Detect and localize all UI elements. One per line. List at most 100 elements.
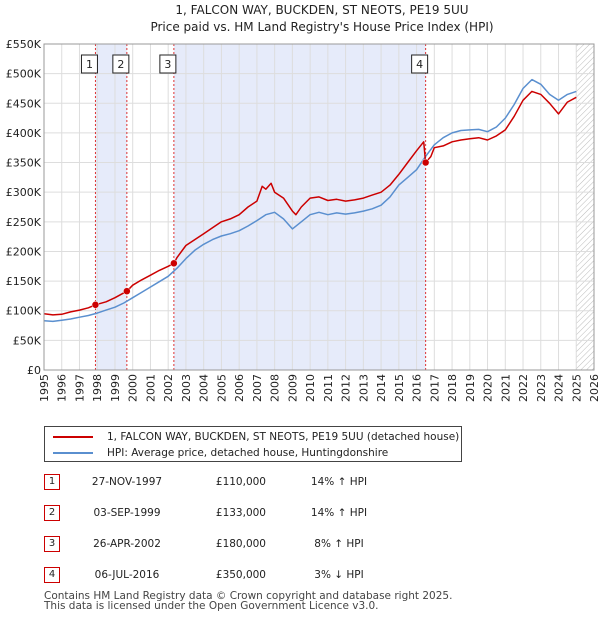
series-line [44,78,577,323]
sale-label-box [80,54,98,74]
chart-subtitle: Price paid vs. HM Land Registry's House … [150,20,493,34]
series [44,78,577,323]
transaction-number: 4 [44,567,60,583]
transaction-price: £350,000 [215,569,266,581]
transaction-hpi-diff: 8% ↑ HPI [314,538,364,550]
transaction-number: 3 [44,536,60,552]
x-tick-label: 2004 [198,374,211,402]
transaction-row: 2 03-SEP-1999 £133,000 14% ↑ HPI [44,505,444,523]
legend-label-property: 1, FALCON WAY, BUCKDEN, ST NEOTS, PE19 5… [107,431,460,443]
x-tick-label: 2016 [411,374,424,402]
x-tick-label: 2010 [304,374,317,402]
grid [43,43,595,371]
sale-label: 3 [164,58,171,71]
transaction-date: 26-APR-2002 [93,538,161,550]
x-tick-label: 2019 [464,374,477,402]
x-tick-label: 2023 [535,374,548,402]
sale-label: 1 [86,58,93,71]
legend-item-property: 1, FALCON WAY, BUCKDEN, ST NEOTS, PE19 5… [53,429,459,445]
x-tick-label: 1996 [56,374,69,402]
footer-copyright: Contains HM Land Registry data © Crown c… [44,590,453,602]
legend-swatch-property [53,436,93,438]
transaction-date: 03-SEP-1999 [93,507,161,519]
y-tick-label: £500K [6,68,42,81]
footer: Contains HM Land Registry data © Crown c… [44,590,453,612]
x-tick-label: 2020 [482,374,495,402]
y-tick-label: £450K [6,97,42,110]
legend: 1, FALCON WAY, BUCKDEN, ST NEOTS, PE19 5… [44,426,462,462]
y-axis-ticks: £0 £50K £100K £150K £200K £250K £300K £350K £400… [6,38,42,377]
sale-label-box [159,54,177,74]
x-tick-label: 1999 [109,374,122,402]
transaction-row: 4 06-JUL-2016 £350,000 3% ↓ HPI [44,567,444,585]
y-tick-label: £0 [27,364,41,377]
x-tick-label: 2013 [357,374,370,402]
x-tick-label: 2015 [393,374,406,402]
x-tick-label: 2012 [340,374,353,402]
y-tick-label: £250K [6,216,42,229]
legend-swatch-hpi [53,452,93,454]
transaction-number: 2 [44,505,60,521]
x-tick-label: 2006 [233,374,246,402]
x-tick-label: 2001 [144,374,157,402]
y-tick-label: £50K [13,334,42,347]
x-tick-label: 2018 [446,374,459,402]
sale-label: 4 [416,58,423,71]
footer-licence: This data is licensed under the Open Gov… [44,600,379,612]
transaction-date: 27-NOV-1997 [91,476,163,488]
transaction-hpi-diff: 3% ↓ HPI [314,569,364,581]
sale-point [91,301,100,309]
sale-label-box [112,54,130,74]
x-tick-label: 2005 [215,374,228,402]
x-tick-label: 2014 [375,374,388,402]
sale-point [421,158,430,167]
sale-label: 2 [117,58,124,71]
sale-labels: 1 2 3 4 [80,54,429,74]
x-tick-label: 2000 [127,374,140,402]
sale-period-shading [95,44,426,370]
y-tick-label: £300K [6,186,42,199]
series-line [44,90,577,316]
y-tick-label: £350K [6,157,42,170]
x-tick-label: 2022 [517,374,530,402]
legend-label-hpi: HPI: Average price, detached house, Hunt… [107,447,389,459]
transaction-number: 1 [44,474,60,490]
transaction-price: £110,000 [215,476,266,488]
shaded-range [173,44,426,370]
x-tick-label: 2017 [428,374,441,402]
transaction-hpi-diff: 14% ↑ HPI [310,507,368,519]
x-tick-label: 2011 [322,374,335,402]
transaction-row: 1 27-NOV-1997 £110,000 14% ↑ HPI [44,474,444,492]
x-tick-label: 2009 [286,374,299,402]
y-tick-label: £400K [6,127,42,140]
x-tick-label: 1997 [73,374,86,402]
shaded-range [95,44,127,370]
sale-points [91,158,430,309]
price-chart: 1, FALCON WAY, BUCKDEN, ST NEOTS, PE19 5… [6,3,600,402]
sale-point [170,259,178,268]
y-tick-label: £200K [6,245,42,258]
transaction-price: £133,000 [215,507,266,519]
sale-label-box [411,54,429,74]
x-tick-label: 2021 [499,374,512,402]
transaction-hpi-diff: 14% ↑ HPI [310,476,368,488]
x-tick-label: 2003 [180,374,193,402]
future-hatch [576,44,594,370]
x-tick-label: 2026 [588,374,600,402]
x-tick-label: 2024 [553,374,566,402]
x-tick-label: 2007 [251,374,264,402]
sale-point [123,287,131,295]
transaction-price: £180,000 [215,538,266,550]
x-axis-ticks: 1995 1996 1997 1998 1999 2000 2001 2002 2003 2004… [38,374,600,402]
x-tick-label: 1998 [91,374,104,402]
transaction-row: 3 26-APR-2002 £180,000 8% ↑ HPI [44,536,444,554]
x-tick-label: 1995 [38,374,51,402]
chart-title: 1, FALCON WAY, BUCKDEN, ST NEOTS, PE19 5… [175,3,468,17]
y-tick-label: £150K [6,275,42,288]
legend-item-hpi: HPI: Average price, detached house, Hunt… [53,445,388,461]
plot-frame [43,43,595,371]
transaction-date: 06-JUL-2016 [94,569,160,581]
x-tick-label: 2002 [162,374,175,402]
x-tick-label: 2025 [570,374,583,402]
x-tick-label: 2008 [269,374,282,402]
